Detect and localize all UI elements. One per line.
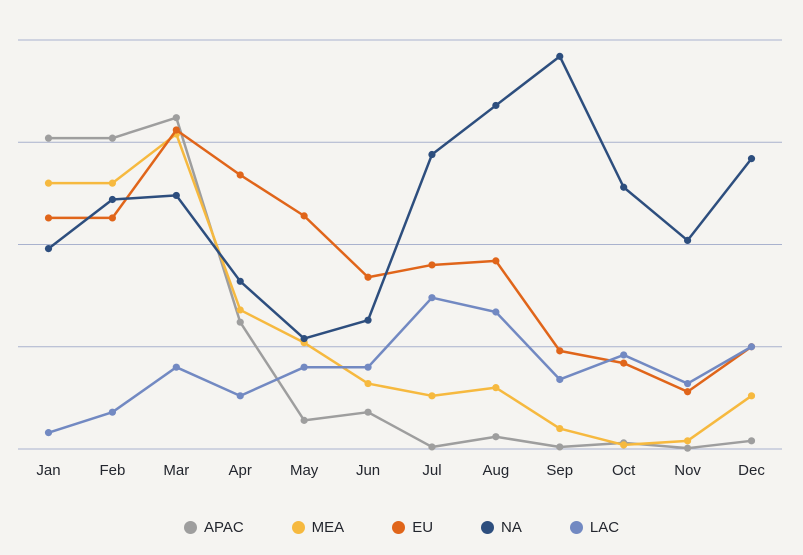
x-tick-label-jan: Jan xyxy=(36,462,60,479)
x-tick-label-mar: Mar xyxy=(163,462,189,479)
series-line-eu xyxy=(47,128,753,393)
data-point-na-may xyxy=(300,334,308,343)
legend-dot-mea xyxy=(291,521,305,534)
data-point-lac-mar xyxy=(172,363,180,371)
x-tick-label-nov: Nov xyxy=(674,462,701,479)
legend-label-apac: APAC xyxy=(203,519,244,536)
legend-item-lac[interactable]: LAC xyxy=(569,519,620,536)
x-tick-label-apr: Apr xyxy=(229,462,252,479)
data-point-mea-feb xyxy=(108,179,117,187)
data-point-eu-jul xyxy=(428,261,436,269)
data-point-apac-aug xyxy=(492,433,500,441)
data-point-mea-jul xyxy=(428,392,436,400)
x-tick-label-jul: Jul xyxy=(422,462,441,479)
data-point-mea-dec xyxy=(747,392,756,400)
data-point-eu-feb xyxy=(108,214,117,222)
data-point-mea-jun xyxy=(364,379,372,388)
x-tick-label-aug: Aug xyxy=(483,462,510,479)
data-point-mea-aug xyxy=(492,384,500,392)
x-tick-label-dec: Dec xyxy=(738,462,765,479)
series-line-mea xyxy=(47,132,753,447)
legend-dot-na xyxy=(481,521,495,534)
data-point-na-apr xyxy=(236,277,244,285)
data-point-apac-dec xyxy=(747,437,756,445)
data-point-eu-mar xyxy=(172,126,180,134)
data-point-na-feb xyxy=(108,195,117,204)
data-point-na-jun xyxy=(364,316,372,324)
legend-label-na: NA xyxy=(501,519,522,536)
legend-item-apac[interactable]: APAC xyxy=(183,519,244,536)
data-point-eu-nov xyxy=(683,388,692,396)
legend-label-mea: MEA xyxy=(311,519,345,536)
legend-dot-apac xyxy=(183,521,197,534)
data-point-na-sep xyxy=(556,52,564,60)
data-point-apac-nov xyxy=(683,444,692,452)
x-tick-label-sep: Sep xyxy=(546,462,573,479)
data-point-lac-sep xyxy=(556,375,564,384)
data-point-na-jul xyxy=(428,150,436,159)
data-point-lac-aug xyxy=(492,308,500,316)
data-point-lac-jun xyxy=(364,363,372,371)
series-line-lac xyxy=(47,296,753,434)
data-point-apac-jul xyxy=(428,443,436,451)
series-line-apac xyxy=(47,116,753,450)
line-chart-canvas: Jan Feb Mar Apr May Jun Jul Aug Sep Oct Nov Dec xyxy=(18,39,782,479)
data-point-apac-may xyxy=(300,416,308,424)
data-point-eu-jan xyxy=(44,214,53,222)
data-point-eu-jun xyxy=(364,273,372,281)
chart-legend: APAC MEA EU NA LAC xyxy=(0,519,803,536)
data-point-na-aug xyxy=(492,101,500,110)
data-point-na-nov xyxy=(683,236,692,245)
data-point-apac-jun xyxy=(364,408,372,416)
data-point-mea-jan xyxy=(44,179,53,187)
data-point-mea-nov xyxy=(683,437,692,445)
data-point-apac-mar xyxy=(172,114,180,122)
data-point-apac-jan xyxy=(44,134,53,142)
data-point-mea-apr xyxy=(236,306,244,314)
data-point-lac-may xyxy=(300,363,308,371)
data-point-lac-apr xyxy=(236,392,244,400)
legend-item-na[interactable]: NA xyxy=(481,519,522,536)
legend-label-lac: LAC xyxy=(589,519,620,536)
data-point-na-mar xyxy=(172,191,180,200)
data-point-lac-feb xyxy=(108,408,117,416)
data-point-eu-apr xyxy=(236,171,244,179)
x-tick-label-oct: Oct xyxy=(612,462,636,479)
data-point-na-oct xyxy=(620,183,628,191)
data-point-lac-dec xyxy=(747,343,756,351)
data-point-eu-aug xyxy=(492,257,500,265)
x-tick-label-jun: Jun xyxy=(356,462,380,479)
legend-dot-lac xyxy=(569,521,583,534)
legend-item-eu[interactable]: EU xyxy=(392,519,433,536)
data-point-eu-sep xyxy=(556,347,564,355)
series-line-na xyxy=(47,55,753,340)
data-point-mea-oct xyxy=(620,441,628,449)
x-tick-label-feb: Feb xyxy=(99,462,125,479)
data-point-lac-nov xyxy=(683,379,692,388)
data-point-lac-jul xyxy=(428,294,436,302)
legend-label-eu: EU xyxy=(412,519,434,536)
data-point-apac-apr xyxy=(236,318,244,326)
data-point-na-jan xyxy=(44,244,53,253)
data-point-eu-may xyxy=(300,212,308,220)
x-tick-label-may: May xyxy=(290,462,319,479)
legend-item-mea[interactable]: MEA xyxy=(291,519,345,536)
data-point-eu-oct xyxy=(620,359,628,367)
data-point-mea-sep xyxy=(556,424,564,433)
legend-dot-eu xyxy=(392,521,406,534)
data-point-lac-oct xyxy=(620,351,628,359)
data-point-apac-feb xyxy=(108,134,117,142)
data-point-lac-jan xyxy=(44,429,53,437)
data-point-apac-sep xyxy=(556,443,564,451)
data-point-na-dec xyxy=(747,155,756,163)
